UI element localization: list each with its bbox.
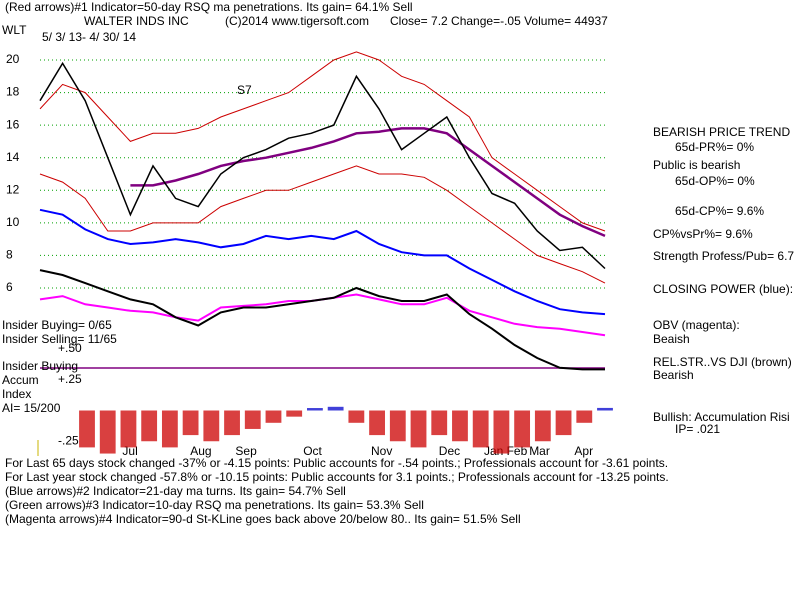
acc-bar	[514, 410, 531, 448]
x-tick-label: Aug	[190, 444, 211, 458]
left-note: AI= 15/200	[2, 401, 61, 415]
acc-bar	[410, 410, 427, 448]
acc-bar	[472, 410, 489, 448]
header-text: 5/ 3/ 13- 4/ 30/ 14	[42, 30, 136, 44]
side-note: 65d-CP%= 9.6%	[675, 204, 764, 218]
side-note: Bullish: Accumulation Risi	[653, 410, 790, 424]
acc-tick-label: -.25	[58, 433, 79, 447]
header-text: Close= 7.2 Change=-.05 Volume= 44937	[390, 14, 608, 28]
acc-bar	[120, 410, 137, 448]
acc-bar	[597, 407, 613, 411]
footer-text: (Blue arrows)#2 Indicator=21-day ma turn…	[5, 484, 346, 498]
acc-bar	[99, 410, 116, 454]
x-tick-label: Mar	[529, 444, 550, 458]
acc-bar	[141, 410, 158, 442]
acc-bar	[534, 410, 551, 442]
header-text: (Red arrows)#1 Indicator=50-day RSQ ma p…	[5, 0, 413, 14]
side-note: Strength Profess/Pub= 6.7	[653, 249, 794, 263]
x-tick-label: Sep	[235, 444, 257, 458]
y-tick-label: 16	[6, 117, 20, 131]
side-note: OBV (magenta):	[653, 318, 740, 332]
acc-bar	[431, 410, 448, 436]
acc-bar	[286, 410, 303, 417]
y-tick-label: 8	[6, 248, 13, 262]
acc-bar	[265, 410, 282, 423]
side-note: Public is bearish	[653, 158, 740, 172]
y-tick-label: 18	[6, 85, 20, 99]
left-note: Insider Selling= 11/65	[2, 332, 117, 346]
header-text: WLT	[2, 23, 27, 37]
x-tick-label: Oct	[303, 444, 322, 458]
side-note: 65d-OP%= 0%	[675, 174, 755, 188]
series-line	[130, 127, 606, 238]
acc-bar	[493, 410, 510, 454]
left-note: Insider Buying	[2, 359, 78, 373]
header-text: WALTER INDS INC	[84, 14, 189, 28]
acc-bar	[161, 410, 178, 448]
acc-bar	[79, 410, 95, 448]
side-note: CLOSING POWER (blue):	[653, 282, 793, 296]
header-text: S7	[237, 83, 252, 97]
side-note: IP= .021	[675, 422, 720, 436]
footer-text: For Last 65 days stock changed -37% or -…	[5, 456, 668, 470]
side-note: Bearish	[653, 368, 694, 382]
side-note: REL.STR..VS DJI (brown)	[653, 355, 792, 369]
acc-tick-label: +.50	[58, 341, 82, 355]
x-tick-label: Jul	[122, 444, 137, 458]
y-tick-label: 20	[6, 52, 20, 66]
acc-tick-label: +.25	[58, 372, 82, 386]
header-text: (C)2014 www.tigersoft.com	[225, 14, 369, 28]
series-line	[39, 208, 606, 316]
left-note: Insider Buying= 0/65	[2, 318, 112, 332]
y-tick-label: 12	[6, 182, 20, 196]
y-tick-label: 14	[6, 150, 20, 164]
footer-text: (Magenta arrows)#4 Indicator=90-d St-KLi…	[5, 512, 521, 526]
footer-text: For Last year stock changed -57.8% or -1…	[5, 470, 669, 484]
series-line	[39, 269, 605, 371]
acc-bar	[327, 406, 344, 411]
series-line	[39, 61, 606, 270]
side-note: Beaish	[653, 332, 690, 346]
acc-bar	[389, 410, 406, 442]
acc-bar	[224, 410, 240, 436]
series-line	[39, 165, 606, 284]
footer-text: (Green arrows)#3 Indicator=10-day RSQ ma…	[5, 498, 424, 512]
left-note: Index	[2, 387, 31, 401]
y-tick-label: 10	[6, 215, 20, 229]
x-tick-label: Nov	[371, 444, 392, 458]
acc-bar	[555, 410, 572, 436]
x-tick-label: Feb	[507, 444, 528, 458]
x-tick-label: Apr	[574, 444, 593, 458]
side-note: 65d-PR%= 0%	[675, 140, 754, 154]
acc-bar	[576, 410, 593, 423]
left-note: Accum	[2, 373, 39, 387]
acc-bar	[452, 410, 468, 442]
acc-bar	[369, 410, 385, 436]
acc-bar	[307, 408, 323, 411]
x-tick-label: Dec	[439, 444, 460, 458]
acc-bar	[182, 410, 199, 436]
acc-bar	[244, 410, 261, 429]
y-tick-label: 6	[6, 280, 13, 294]
side-note: CP%vsPr%= 9.6%	[653, 227, 753, 241]
series-line	[39, 51, 606, 232]
acc-bar	[203, 410, 220, 442]
side-note: BEARISH PRICE TREND	[653, 125, 790, 139]
acc-bar	[348, 410, 365, 423]
